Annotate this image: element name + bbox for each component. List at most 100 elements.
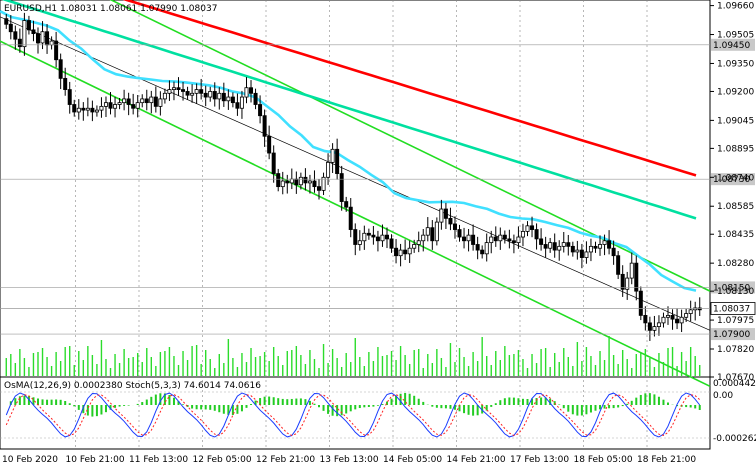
candle-body [153,96,158,107]
candle-body [267,135,272,154]
candle-body [49,40,54,46]
candle-body [398,249,403,257]
y-tick-label: 1.07820 [717,345,754,355]
candle-body [684,313,689,318]
candle-body [40,31,45,44]
candle-body [294,178,299,186]
level-lines: 1.09450 1.08730 1.08150 1.08037 1.07900 [0,38,756,341]
candle-body [430,227,435,242]
candle-body [176,87,181,90]
candle-body [117,102,122,105]
candle-body [258,104,263,117]
candle-body [471,234,476,245]
candle-body [45,31,50,46]
candle-body [675,318,680,324]
candle-body [607,240,612,249]
candle-body [22,20,27,48]
price-tag-label: 1.08150 [713,283,750,293]
candle-body [693,307,698,311]
candle-body [534,229,539,240]
candle-body [566,242,571,247]
candle-body [362,232,367,242]
indicator-pane [0,376,711,450]
x-tick-label: 14 Feb 05:00 [383,455,442,465]
candle-body [416,240,421,245]
candle-body [330,148,335,163]
candle-body [239,96,244,109]
candle-body [81,107,86,111]
candle-body [380,234,385,242]
candle-body [4,18,9,25]
candle-body [439,208,444,223]
candle-body [158,98,163,107]
candle-body [54,40,59,61]
y-tick-label: 1.08585 [717,202,754,212]
candle-body [26,20,31,31]
candle-body [181,89,186,92]
candle-body [113,104,118,109]
candle-body [548,242,553,249]
candle-body [262,115,267,137]
x-tick-label: 18 Feb 05:00 [574,455,633,465]
candle-body [443,208,448,219]
candle-body [679,316,684,324]
candle-body [371,234,376,238]
candle-body [539,238,544,245]
candle-body [516,236,521,244]
candle-body [484,242,489,255]
candle-body [412,244,417,249]
price-tag-label: 1.08037 [713,305,750,315]
candle-body [144,98,149,104]
candle-body [90,107,95,113]
x-tick-label: 12 Feb 05:00 [193,455,252,465]
candle-body [307,180,312,184]
candle-body [466,234,471,242]
candle-body [199,89,204,94]
candle-body [561,242,566,247]
candle-body [638,290,643,316]
candle-body [31,29,36,34]
candle-body [403,249,408,255]
candle-body [326,161,331,178]
candle-body [602,240,607,245]
candle-body [203,92,208,98]
indicator-series [0,391,710,439]
candle-body [8,23,13,33]
y-axis: 1.09660 1.09505 1.09350 1.09200 1.09045 1.088… [710,2,754,383]
y-tick-label: 1.08280 [717,259,754,269]
candle-body [457,229,462,238]
candle-body [13,31,18,40]
candle-body [656,322,661,328]
candle-body [99,105,104,111]
candle-body [103,102,108,107]
candle-body [76,107,81,113]
price-tag [711,328,755,341]
moving-averages [0,0,697,292]
price-pane [0,0,711,378]
candle-body [475,244,480,251]
price-tag-label: 1.09450 [713,41,750,51]
candle-body [58,59,63,79]
y-tick-label: 1.08435 [717,230,754,240]
x-tick-label: 10 Feb 21:00 [66,455,125,465]
price-tag-label: 1.07900 [713,330,750,340]
y-tick-label: 1.07975 [717,316,754,326]
price-tag-label: 1.08730 [713,175,750,185]
candle-body [289,178,294,184]
x-tick-label: 18 Feb 21:00 [637,455,696,465]
stoch-main-line [5,392,701,438]
candle-body [72,104,77,113]
price-tag [711,173,755,186]
candle-body [421,234,426,242]
candle-body [212,91,217,100]
candle-body [670,315,675,320]
candle-body [317,186,322,191]
x-tick-label: 10 Feb 2020 [2,455,58,465]
candle-body [249,87,254,94]
x-tick-label: 11 Feb 13:00 [129,455,188,465]
x-tick-label: 12 Feb 21:00 [256,455,315,465]
candle-body [344,201,349,208]
candle-body [285,180,290,184]
moving-average-line [1,0,697,220]
